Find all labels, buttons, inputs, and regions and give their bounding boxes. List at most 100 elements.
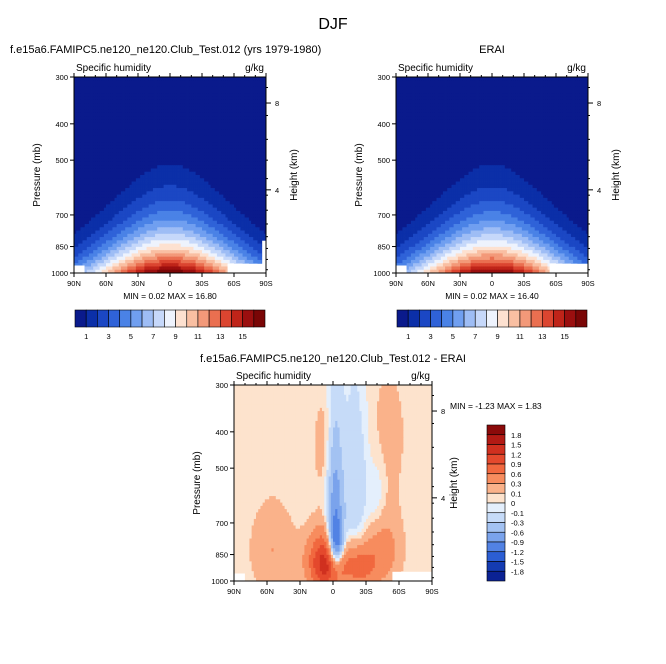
- field-cell: [210, 99, 214, 104]
- field-cell: [242, 191, 246, 195]
- field-cell: [219, 175, 222, 179]
- field-cell: [78, 86, 81, 91]
- field-cell: [167, 161, 171, 166]
- field-cell: [95, 178, 98, 182]
- field-cell: [242, 175, 246, 179]
- field-cell: [212, 148, 216, 153]
- field-cell: [114, 80, 118, 84]
- field-cell: [152, 129, 156, 133]
- field-cell: [191, 77, 194, 81]
- field-cell: [146, 93, 150, 97]
- field-cell: [99, 165, 103, 169]
- field-cell: [103, 86, 107, 91]
- field-cell: [129, 116, 132, 120]
- field-cell: [221, 161, 224, 166]
- field-cell: [251, 155, 254, 160]
- field-cell: [155, 142, 158, 146]
- field-cell: [80, 161, 83, 166]
- field-cell: [253, 158, 256, 163]
- field-cell: [204, 135, 207, 140]
- field-cell: [133, 191, 137, 195]
- field-cell: [170, 132, 173, 137]
- units-label: g/kg: [245, 63, 264, 74]
- field-cell: [227, 142, 231, 146]
- field-cell: [236, 155, 239, 160]
- field-cell: [74, 106, 77, 111]
- field-cell: [91, 165, 94, 169]
- field-cell: [208, 161, 211, 166]
- field-cell: [208, 93, 211, 97]
- field-cell: [221, 148, 224, 153]
- field-cell: [193, 126, 196, 130]
- field-cell: [152, 171, 156, 176]
- field-cell: [112, 103, 115, 107]
- field-cell: [74, 129, 77, 133]
- field-cell: [172, 165, 175, 169]
- field-cell: [80, 86, 83, 91]
- field-cell: [214, 119, 218, 124]
- field-cell: [257, 129, 260, 133]
- field-cell: [167, 86, 171, 91]
- field-cell: [142, 155, 145, 160]
- field-cell: [78, 122, 81, 127]
- field-cell: [138, 148, 141, 153]
- field-cell: [159, 116, 162, 120]
- field-cell: [76, 152, 79, 156]
- field-cell: [161, 90, 164, 94]
- field-cell: [187, 80, 190, 84]
- field-cell: [223, 109, 226, 114]
- field-cell: [106, 171, 109, 176]
- field-cell: [108, 148, 111, 153]
- field-cell: [125, 132, 128, 137]
- field-cell: [93, 188, 96, 192]
- field-cell: [204, 126, 207, 130]
- field-cell: [210, 93, 214, 97]
- field-cell: [120, 145, 124, 150]
- field-cell: [120, 86, 124, 91]
- field-cell: [108, 93, 111, 97]
- field-cell: [182, 142, 186, 146]
- field-cell: [221, 139, 224, 143]
- field-cell: [101, 112, 105, 117]
- field-cell: [91, 148, 94, 153]
- field-cell: [112, 139, 115, 143]
- field-cell: [240, 175, 243, 179]
- field-cell: [91, 77, 94, 81]
- field-cell: [86, 168, 90, 173]
- field-cell: [227, 96, 231, 101]
- field-cell: [167, 103, 171, 107]
- field-cell: [180, 158, 184, 163]
- field-cell: [231, 178, 235, 182]
- field-cell: [195, 178, 199, 182]
- field-cell: [142, 184, 145, 189]
- field-cell: [202, 181, 205, 186]
- field-cell: [76, 86, 79, 91]
- field-cell: [74, 145, 77, 150]
- field-cell: [97, 106, 100, 111]
- field-cell: [91, 132, 94, 137]
- field-cell: [238, 178, 241, 182]
- field-cell: [138, 106, 141, 111]
- field-cell: [129, 181, 132, 186]
- field-cell: [99, 139, 103, 143]
- field-cell: [161, 86, 164, 91]
- field-cell: [182, 109, 186, 114]
- field-cell: [202, 155, 205, 160]
- field-cell: [248, 135, 252, 140]
- field-cell: [80, 119, 83, 124]
- field-cell: [123, 194, 126, 199]
- field-cell: [152, 168, 156, 173]
- field-cell: [82, 175, 86, 179]
- field-cell: [227, 99, 231, 104]
- field-cell: [101, 158, 105, 163]
- field-cell: [225, 178, 228, 182]
- field-cell: [246, 83, 250, 88]
- field-cell: [127, 86, 130, 91]
- field-cell: [204, 96, 207, 101]
- field-cell: [93, 158, 96, 163]
- field-cell: [140, 135, 143, 140]
- field-cell: [88, 181, 92, 186]
- field-cell: [93, 126, 96, 130]
- field-cell: [214, 168, 218, 173]
- field-cell: [116, 80, 120, 84]
